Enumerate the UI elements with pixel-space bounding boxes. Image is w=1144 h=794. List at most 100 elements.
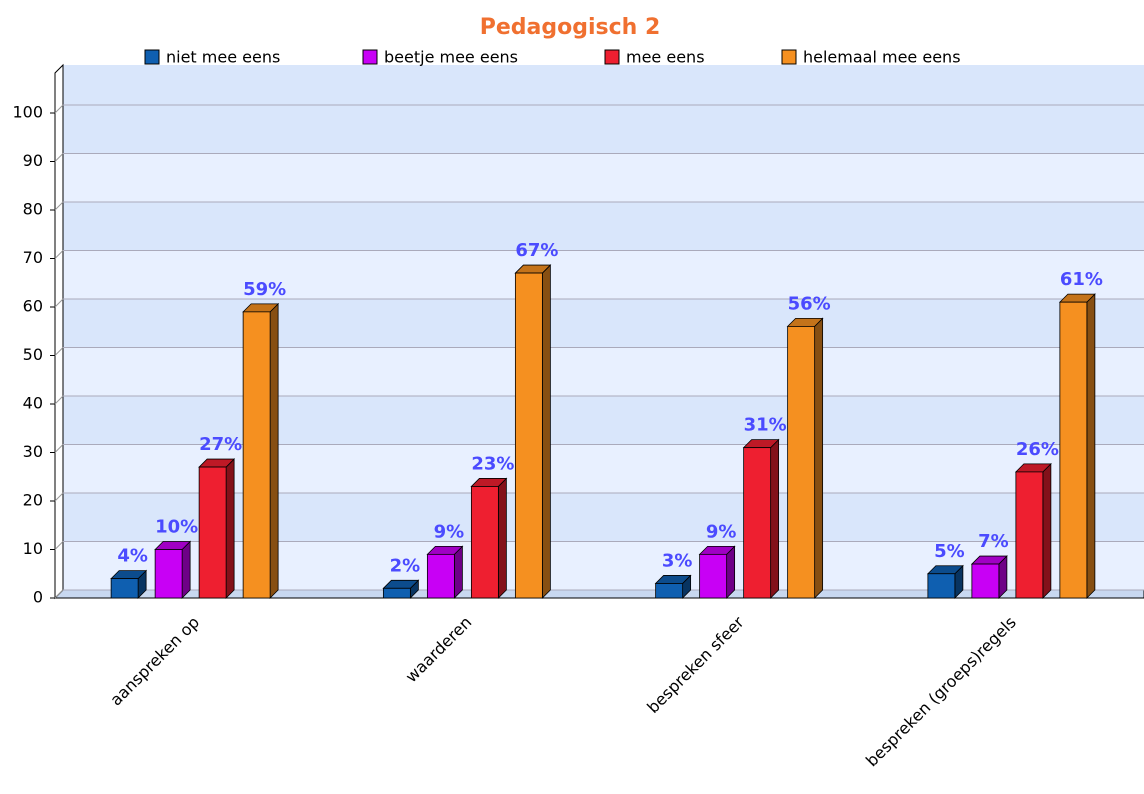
grid-line: [54, 395, 64, 405]
bar: [154, 540, 192, 599]
value-label: 2%: [390, 555, 421, 576]
legend-label: mee eens: [626, 48, 705, 67]
bar: [382, 579, 420, 599]
bar: [742, 438, 780, 599]
y-tick-label: 50: [23, 345, 43, 364]
x-tick-label: bespreken (groeps)regels: [862, 613, 1020, 771]
bar-side: [726, 545, 736, 599]
y-tick-label: 80: [23, 200, 43, 219]
bar: [786, 317, 824, 599]
y-tick-label: 30: [23, 442, 43, 461]
value-label: 3%: [662, 550, 693, 571]
legend-label: niet mee eens: [166, 48, 280, 67]
bar: [654, 574, 692, 599]
y-tick-label: 100: [12, 103, 43, 122]
bar: [1058, 293, 1096, 599]
grid-line: [54, 444, 64, 453]
bar-side: [1042, 462, 1052, 599]
legend-swatch: [781, 49, 797, 65]
value-label: 67%: [515, 240, 558, 261]
bar: [426, 545, 464, 599]
legend-label: beetje mee eens: [384, 48, 518, 67]
bar-side: [497, 477, 507, 599]
grid-line: [54, 153, 64, 162]
value-label: 56%: [788, 293, 831, 314]
grid-line: [54, 492, 64, 502]
bar-front: [426, 553, 455, 599]
grid-line: [54, 250, 64, 259]
left-wall: [54, 63, 64, 600]
bar: [698, 545, 736, 599]
chart-title: Pedagogisch 2: [480, 15, 661, 40]
value-label: 5%: [934, 541, 965, 562]
wall-band: [63, 153, 1144, 202]
bar-side: [770, 438, 780, 599]
bar-side: [453, 545, 463, 599]
value-label: 9%: [434, 521, 465, 542]
x-tick-label: bespreken sfeer: [643, 612, 748, 717]
y-tick-label: 10: [23, 539, 43, 558]
bar: [242, 302, 280, 599]
bar-front: [110, 578, 139, 599]
legend-swatch: [362, 49, 378, 65]
value-label: 31%: [744, 415, 787, 436]
y-tick-label: 60: [23, 297, 43, 316]
bar-front: [655, 583, 684, 599]
x-tick-label: aanspreken op: [106, 613, 203, 710]
bar: [110, 569, 148, 599]
bar: [198, 458, 236, 599]
wall-band: [63, 202, 1144, 251]
value-label: 4%: [117, 546, 148, 567]
bar-front: [154, 549, 183, 599]
grid-line: [54, 201, 64, 211]
value-label: 59%: [243, 279, 286, 300]
bar-front: [743, 447, 772, 599]
bar: [470, 477, 508, 599]
grid-line: [54, 298, 64, 308]
value-label: 7%: [978, 531, 1009, 552]
y-tick-label: 90: [23, 151, 43, 170]
bar-side: [269, 302, 279, 599]
wall-band: [63, 105, 1144, 154]
bar-side: [1086, 293, 1096, 599]
grid-line: [54, 104, 64, 114]
bar-front: [242, 311, 271, 599]
bar-side: [814, 317, 824, 599]
bar: [514, 264, 552, 599]
bar-front: [514, 272, 543, 599]
bar: [1014, 462, 1052, 599]
bar-front: [927, 573, 956, 599]
legend-swatch: [604, 49, 620, 65]
wall-top: [63, 65, 1144, 105]
x-tick-label: waarderen: [402, 613, 476, 687]
y-tick-label: 0: [33, 588, 43, 607]
wall-band: [63, 347, 1144, 396]
y-tick-label: 40: [23, 394, 43, 413]
y-tick-label: 20: [23, 491, 43, 510]
bar-front: [699, 553, 728, 599]
bar-front: [470, 486, 499, 599]
grid-line: [54, 541, 64, 550]
grid-line: [54, 347, 64, 356]
bar-front: [198, 466, 227, 599]
bar-side: [225, 458, 235, 599]
grid-line: [54, 589, 64, 599]
y-tick-label: 70: [23, 248, 43, 267]
value-label: 26%: [1016, 439, 1059, 460]
bar: [970, 555, 1008, 599]
bar-front: [1059, 301, 1088, 599]
bar-side: [181, 540, 191, 599]
bar-front: [971, 563, 1000, 599]
wall-band: [63, 299, 1144, 348]
value-label: 27%: [199, 434, 242, 455]
bar-side: [541, 264, 551, 599]
bar: [926, 564, 964, 599]
bar-front: [1015, 471, 1044, 599]
bar-front: [787, 325, 816, 599]
legend-swatch: [144, 49, 160, 65]
value-label: 9%: [706, 521, 737, 542]
value-label: 61%: [1060, 269, 1103, 290]
value-label: 10%: [155, 517, 198, 538]
bar-front: [382, 587, 411, 599]
